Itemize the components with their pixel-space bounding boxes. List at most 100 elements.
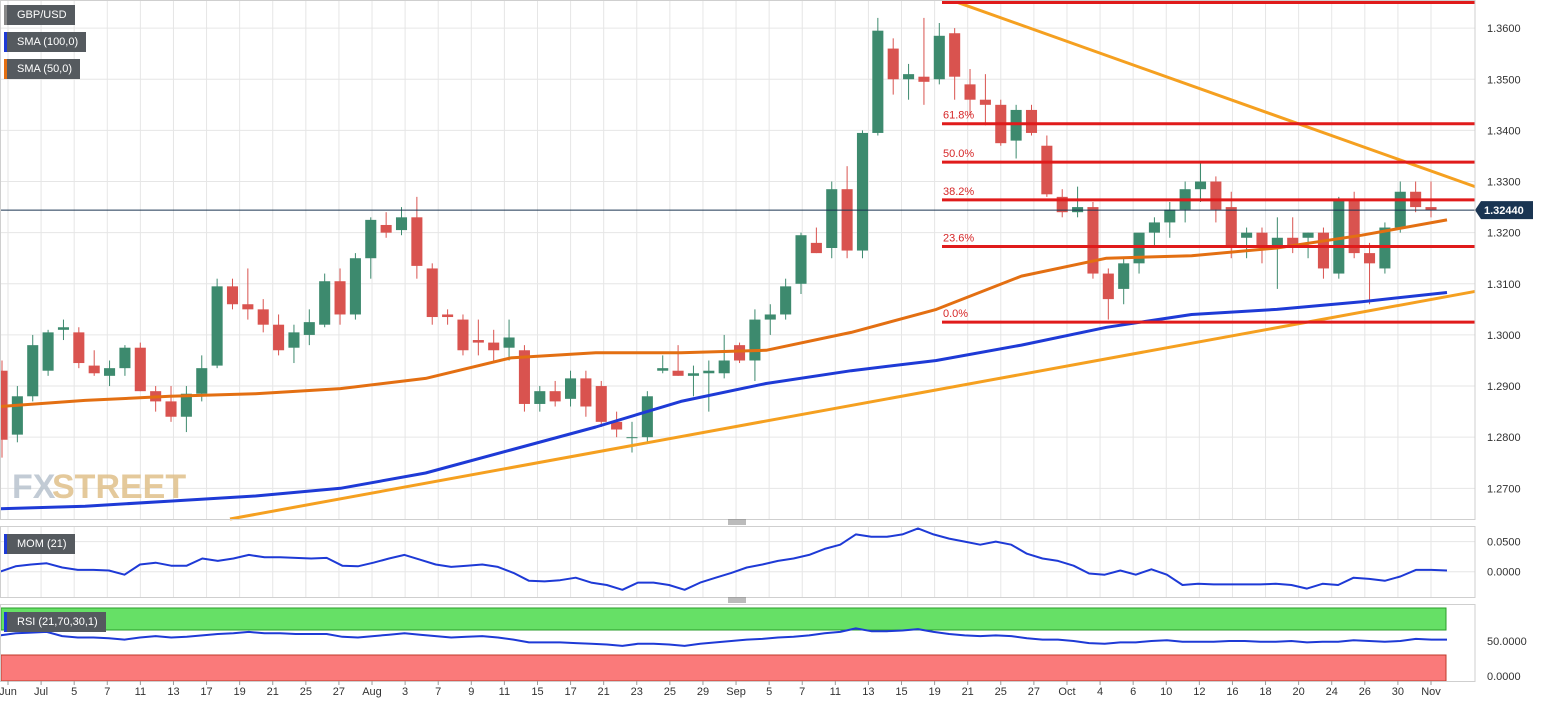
pane-dividers[interactable]: [728, 519, 746, 603]
candle-body: [795, 235, 807, 284]
candle-body: [303, 322, 315, 335]
candle-body: [1394, 191, 1406, 228]
main-ytick-label: 1.2900: [1487, 381, 1521, 393]
x-tick-label: Aug: [362, 686, 382, 698]
candle-body: [595, 386, 607, 422]
candle-body: [319, 281, 331, 325]
candle-body: [242, 304, 254, 310]
x-tick-label: 26: [1359, 686, 1371, 698]
candle-body: [488, 342, 500, 351]
sma50-line: [0, 218, 1448, 408]
candle-body: [687, 373, 699, 376]
last-price-line: 1.32440: [0, 201, 1533, 220]
x-tick-label: 11: [830, 686, 841, 698]
candle-body: [718, 360, 730, 374]
candle-body: [426, 268, 438, 318]
candle-body: [73, 332, 85, 364]
legend-sma50[interactable]: SMA (50,0): [4, 59, 81, 79]
x-tick-label: 11: [135, 686, 146, 698]
fib-level-label: 61.8%: [943, 110, 974, 122]
candle-body: [104, 368, 116, 376]
candle-body: [257, 309, 269, 325]
candle-body: [27, 345, 39, 397]
rsi-oversold-zone: [0, 654, 1447, 682]
candle-body: [949, 33, 961, 77]
x-tick-label: 23: [631, 686, 643, 698]
candle-body: [180, 393, 192, 417]
candle-body: [134, 347, 146, 392]
x-tick-label: 30: [1392, 686, 1404, 698]
pane-border-2: [0, 604, 1476, 682]
x-tick-label: 11: [499, 686, 510, 698]
main-ytick-label: 1.3600: [1487, 23, 1521, 35]
rsi-series: [0, 627, 1447, 647]
x-tick-label: 17: [564, 686, 576, 698]
moving-averages: [0, 218, 1448, 511]
x-tick-label: 13: [862, 686, 874, 698]
candle-body: [11, 396, 23, 435]
x-tick-label: 25: [995, 686, 1007, 698]
x-tick-label: 13: [167, 686, 179, 698]
candle-body: [1241, 232, 1253, 238]
candle-body: [1379, 227, 1391, 269]
candle-body: [57, 327, 69, 330]
candle-body: [1287, 237, 1299, 248]
mom-line: [0, 527, 1448, 591]
momentum-series: [0, 527, 1448, 591]
x-tick-label: 7: [104, 686, 110, 698]
legend-sma100[interactable]: SMA (100,0): [4, 32, 87, 52]
candle-body: [226, 286, 239, 305]
x-tick-label: 3: [402, 686, 408, 698]
x-tick-label: 18: [1259, 686, 1271, 698]
candle-body: [1133, 232, 1145, 264]
candle-body: [334, 281, 346, 315]
candle-body: [1164, 209, 1176, 223]
candle-body: [611, 421, 623, 430]
x-tick-label: Sep: [726, 686, 746, 698]
main-ytick-label: 1.2700: [1487, 483, 1521, 495]
candle-body: [273, 324, 285, 351]
watermark-fx: FX: [12, 468, 56, 506]
x-tick-label: Oct: [1058, 686, 1075, 698]
main-ytick-label: 1.3200: [1487, 228, 1521, 240]
candle-body: [657, 368, 669, 371]
x-tick-label: 4: [1097, 686, 1103, 698]
x-tick-label: 24: [1326, 686, 1338, 698]
fib-level-label: 0.0%: [943, 308, 968, 320]
candle-body: [1225, 207, 1237, 248]
main-pane-grid: [0, 0, 1475, 519]
x-tick-label: 7: [799, 686, 805, 698]
legend-rsi[interactable]: RSI (21,70,30,1): [4, 612, 106, 632]
candle-body: [1087, 207, 1099, 274]
candle-body: [518, 350, 530, 404]
main-ytick-label: 1.3300: [1487, 177, 1521, 189]
candle-body: [1364, 253, 1376, 264]
candle-body: [672, 370, 684, 376]
x-tick-label: 27: [333, 686, 345, 698]
x-tick-label: 25: [664, 686, 676, 698]
x-tick-label: 19: [234, 686, 246, 698]
x-tick-label: 7: [435, 686, 441, 698]
legend-mom[interactable]: MOM (21): [4, 534, 75, 554]
x-tick-label: 21: [598, 686, 610, 698]
candle-body: [826, 189, 838, 248]
candle-body: [1010, 109, 1022, 141]
rsi-line: [0, 627, 1447, 647]
x-tick-label: 27: [1028, 686, 1040, 698]
candle-body: [457, 319, 469, 351]
candle-body: [395, 217, 408, 231]
candle-body: [1025, 109, 1038, 133]
x-tick-label: 21: [267, 686, 279, 698]
legend-symbol[interactable]: GBP/USD: [4, 5, 75, 25]
mom-ytick-label: 0.0000: [1487, 567, 1521, 579]
candle-body: [841, 189, 853, 251]
candle-body: [872, 30, 884, 133]
fxstreet-watermark: FX STREET: [12, 468, 186, 506]
rsi-overbought-zone: [0, 607, 1447, 631]
x-tick-label: 5: [71, 686, 77, 698]
main-ytick-label: 1.3500: [1487, 74, 1521, 86]
candle-body: [887, 48, 899, 80]
main-ytick-label: 1.3400: [1487, 125, 1521, 137]
candle-body: [1072, 207, 1084, 213]
candle-body: [810, 242, 822, 254]
